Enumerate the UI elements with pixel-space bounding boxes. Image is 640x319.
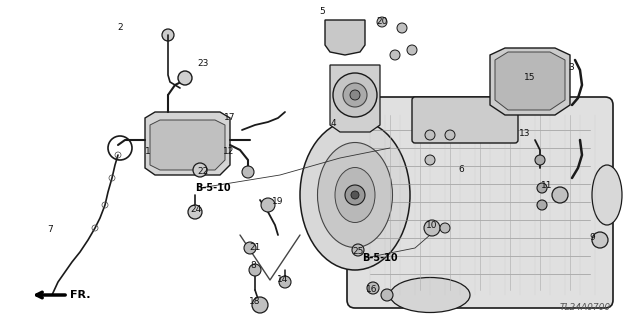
Circle shape — [397, 23, 407, 33]
Circle shape — [445, 130, 455, 140]
Text: 18: 18 — [249, 298, 260, 307]
Polygon shape — [145, 112, 230, 175]
Text: 4: 4 — [330, 118, 336, 128]
Text: 20: 20 — [376, 18, 388, 26]
Circle shape — [351, 191, 359, 199]
Circle shape — [552, 187, 568, 203]
Text: 2: 2 — [117, 24, 123, 33]
Text: 25: 25 — [352, 248, 364, 256]
Circle shape — [377, 17, 387, 27]
Polygon shape — [330, 65, 380, 132]
Text: 6: 6 — [458, 166, 464, 174]
Text: 17: 17 — [224, 114, 236, 122]
Circle shape — [244, 242, 256, 254]
Text: 3: 3 — [568, 63, 574, 72]
Circle shape — [193, 163, 207, 177]
Circle shape — [162, 29, 174, 41]
Text: 15: 15 — [524, 73, 536, 83]
Polygon shape — [495, 52, 565, 110]
Text: B-5-10: B-5-10 — [362, 253, 397, 263]
Circle shape — [345, 185, 365, 205]
Circle shape — [249, 264, 261, 276]
Text: TL24A0700: TL24A0700 — [560, 303, 611, 312]
Text: 12: 12 — [223, 147, 235, 157]
Circle shape — [440, 223, 450, 233]
Circle shape — [343, 83, 367, 107]
Circle shape — [425, 155, 435, 165]
Text: B-5-10: B-5-10 — [195, 183, 230, 193]
Circle shape — [592, 232, 608, 248]
Circle shape — [252, 297, 268, 313]
Circle shape — [425, 130, 435, 140]
Text: 23: 23 — [197, 58, 209, 68]
Text: 19: 19 — [272, 197, 284, 206]
Circle shape — [367, 282, 379, 294]
Ellipse shape — [390, 278, 470, 313]
Text: 10: 10 — [426, 220, 438, 229]
Circle shape — [537, 200, 547, 210]
Ellipse shape — [317, 143, 392, 248]
FancyBboxPatch shape — [347, 97, 613, 308]
Text: 7: 7 — [47, 226, 53, 234]
Circle shape — [188, 205, 202, 219]
Circle shape — [424, 220, 440, 236]
Circle shape — [350, 90, 360, 100]
Circle shape — [279, 276, 291, 288]
Circle shape — [352, 244, 364, 256]
Circle shape — [242, 166, 254, 178]
Text: FR.: FR. — [70, 290, 90, 300]
Text: 14: 14 — [277, 276, 289, 285]
Text: 8: 8 — [250, 261, 256, 270]
Circle shape — [537, 183, 547, 193]
Polygon shape — [490, 48, 570, 115]
Text: 16: 16 — [366, 286, 378, 294]
Polygon shape — [150, 120, 225, 170]
Text: 1: 1 — [145, 147, 151, 157]
Text: 9: 9 — [589, 234, 595, 242]
Polygon shape — [325, 20, 365, 55]
Text: 21: 21 — [250, 243, 260, 253]
Circle shape — [178, 71, 192, 85]
Circle shape — [407, 45, 417, 55]
Ellipse shape — [335, 167, 375, 222]
Text: 22: 22 — [197, 167, 209, 176]
Text: 24: 24 — [190, 205, 202, 214]
Ellipse shape — [300, 120, 410, 270]
Ellipse shape — [592, 165, 622, 225]
Text: 5: 5 — [319, 8, 325, 17]
Circle shape — [261, 198, 275, 212]
Circle shape — [390, 50, 400, 60]
FancyBboxPatch shape — [412, 97, 518, 143]
Circle shape — [333, 73, 377, 117]
Circle shape — [381, 289, 393, 301]
Text: 13: 13 — [519, 129, 531, 137]
Circle shape — [535, 155, 545, 165]
Text: 11: 11 — [541, 181, 553, 189]
